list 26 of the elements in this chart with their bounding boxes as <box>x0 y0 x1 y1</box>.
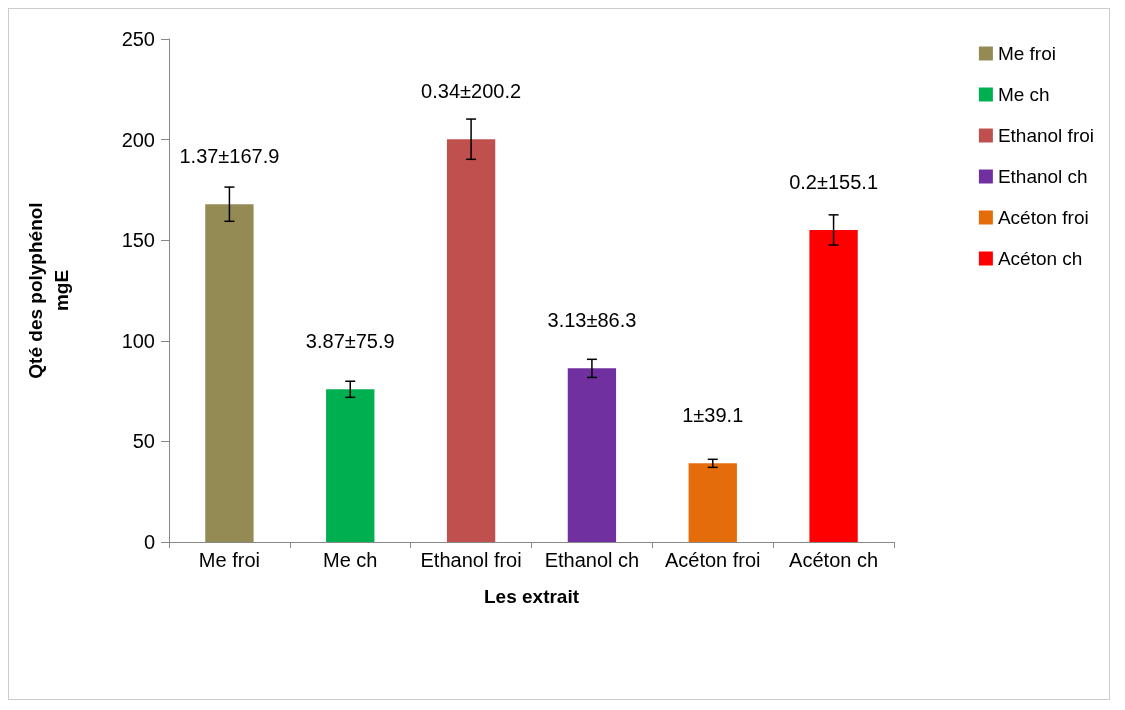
x-tick-label: Ethanol froi <box>420 549 522 571</box>
x-tick-label: Acéton froi <box>664 549 761 571</box>
legend-label: Acéton ch <box>997 248 1083 269</box>
data-label: 3.87±75.9 <box>305 330 395 353</box>
y-tick-label: 200 <box>121 128 155 151</box>
x-tick-label: Ethanol ch <box>544 549 640 571</box>
x-tick-label: Acéton ch <box>789 549 879 571</box>
y-tick-label: 0 <box>143 531 155 553</box>
data-label: 1.37±167.9 <box>179 145 280 168</box>
legend-label: Me froi <box>997 43 1056 64</box>
x-tick-label: Me ch <box>323 549 378 571</box>
legend-label: Ethanol ch <box>997 166 1088 187</box>
x-tick-label: Me froi <box>198 549 260 571</box>
data-label: 0.34±200.2 <box>421 80 522 103</box>
data-label: 1±39.1 <box>682 404 744 427</box>
y-tick-label: 250 <box>121 28 155 50</box>
y-tick-label: 50 <box>132 430 155 453</box>
legend-label: Acéton froi <box>997 207 1089 228</box>
x-axis-title: Les extrait <box>483 586 580 607</box>
data-label: 3.13±86.3 <box>547 309 637 332</box>
y-tick-label: 150 <box>121 229 155 252</box>
y-tick-label: 100 <box>121 329 155 352</box>
legend-label: Me ch <box>997 84 1050 105</box>
legend-label: Ethanol froi <box>997 125 1095 146</box>
y-axis-title: Qté des polyphénol mgE <box>24 202 72 379</box>
data-label: 0.2±155.1 <box>789 170 878 193</box>
